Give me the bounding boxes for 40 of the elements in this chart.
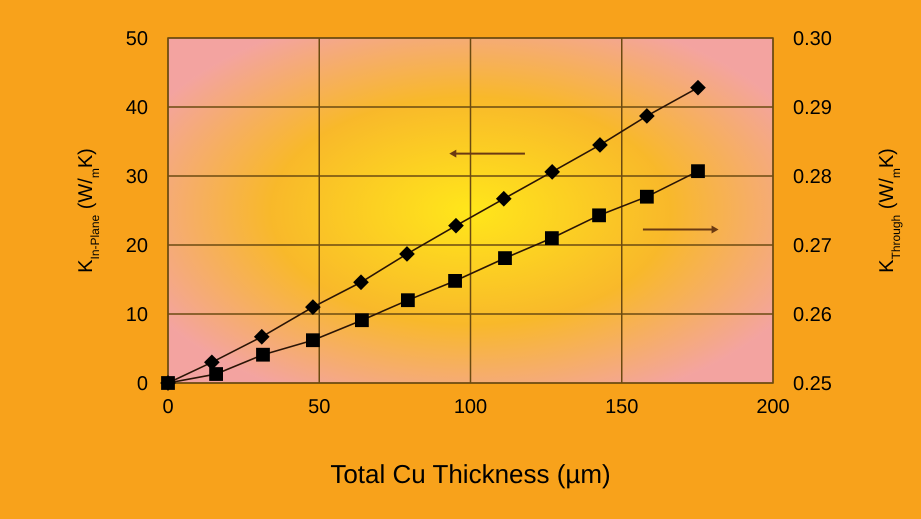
x-axis-title: Total Cu Thickness (µm): [330, 459, 611, 489]
point: [496, 190, 512, 207]
y2-tick-label: 0.27: [793, 235, 832, 257]
point: [498, 251, 512, 265]
y-tick-label: 50: [126, 28, 148, 50]
point: [305, 299, 321, 315]
point: [353, 274, 369, 290]
y2-tick-label: 0.30: [793, 28, 832, 50]
y2-tick-label: 0.28: [793, 166, 832, 188]
point: [254, 328, 270, 345]
x-tick-label: 200: [756, 396, 790, 418]
x-tick-label: 50: [308, 396, 330, 418]
y2-tick-label: 0.26: [793, 304, 832, 326]
point: [256, 348, 270, 362]
y-tick-label: 10: [126, 304, 148, 326]
point: [306, 333, 320, 348]
point: [544, 164, 560, 180]
point: [448, 218, 464, 234]
y-tick-label: 20: [126, 235, 148, 257]
point: [544, 231, 559, 245]
point: [161, 376, 175, 390]
x-tick-label: 0: [162, 396, 174, 418]
point: [355, 313, 369, 328]
point: [400, 293, 415, 308]
point: [399, 246, 415, 262]
x-tick-label: 150: [605, 396, 638, 418]
y-tick-label: 0: [136, 373, 148, 395]
point: [691, 164, 705, 178]
point: [448, 274, 462, 288]
point: [640, 190, 654, 204]
y-tick-label: 40: [126, 97, 148, 119]
point: [209, 367, 223, 381]
y2-tick-label: 0.25: [793, 373, 832, 395]
point: [592, 208, 606, 222]
y2-tick-label: 0.29: [793, 97, 832, 119]
x-tick-label: 100: [454, 396, 488, 418]
point: [690, 80, 706, 96]
point: [639, 108, 655, 124]
point: [592, 137, 608, 153]
y-tick-label: 30: [126, 166, 148, 188]
